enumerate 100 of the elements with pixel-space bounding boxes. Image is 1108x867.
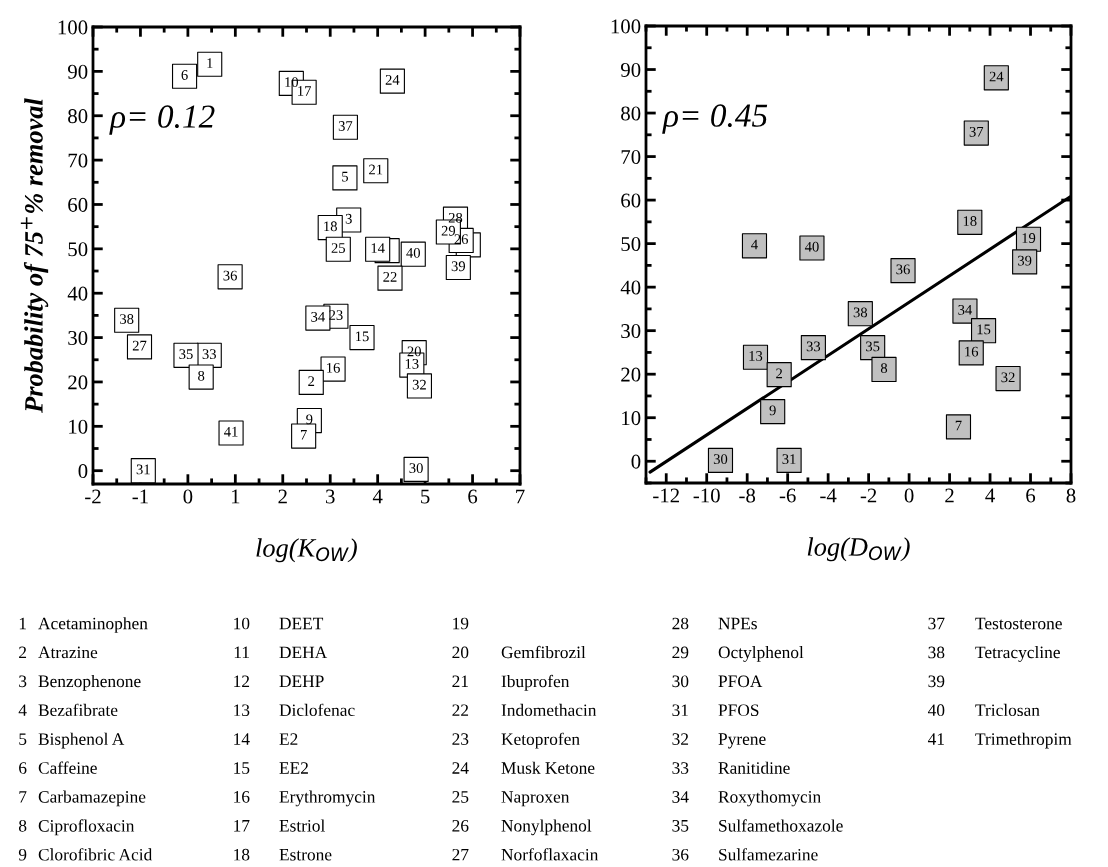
annotation: ρ= 0.12 [109,105,215,135]
annotation: 16 [327,362,340,373]
x-tick-label: 2 [278,489,287,504]
annotation: 2 [776,368,783,379]
x-tick-label: -8 [739,488,756,503]
text: 12 DEHP [234,675,324,688]
annotation: 18 [324,221,337,232]
y-tick-label: 30 [621,324,641,339]
point [945,414,972,440]
annotation: 40 [406,247,420,258]
text: 21 Ibuprofen [452,674,570,691]
text: 10 DEET [234,617,324,630]
text: 34 Roxythomycin [672,790,821,807]
x-tick-label: 6 [1026,488,1036,503]
annotation: 31 [136,464,150,475]
annotation: 13 [405,358,419,369]
text: 28 NPEs [672,617,757,630]
point [332,165,358,191]
y-tick-label: 0 [631,454,641,469]
point [871,356,897,382]
x-tick-label: 1 [231,489,240,504]
point [766,362,792,388]
x-tick-label: -4 [820,488,837,503]
y-tick-label: 50 [68,242,88,257]
x-tick-label: 8 [1066,488,1076,503]
text: 38 Tetracycline [928,646,1060,662]
text: 19 [453,617,469,630]
point [298,369,324,395]
annotation: 6 [181,70,188,80]
annotation: 36 [223,270,237,281]
annotation: 9 [306,414,313,425]
y-tick-label: 100 [611,19,641,34]
text: 13 Diclofenac [234,703,355,717]
x-tick-label: 3 [326,489,335,504]
annotation: 24 [989,71,1004,82]
text: 6 Caffeine [19,761,97,774]
text: 41 Trimethropim [927,732,1072,749]
x-tick-label: -10 [693,488,720,503]
text: 40 Triclosan [927,703,1040,717]
y-tick-label: 70 [621,149,641,164]
annotation: 21 [369,164,383,175]
text: 22 Indomethacin [452,703,597,717]
annotation: 25 [331,243,346,253]
x-tick-label: -12 [653,488,679,503]
y-tick-label: 80 [68,109,88,124]
annotation: 38 [120,314,134,324]
annotation: 37 [338,121,353,131]
y-tick-label: 0 [78,464,88,479]
x-tick-label: 0 [904,488,914,503]
annotation: 15 [356,331,369,342]
x-tick-label: -2 [85,489,101,504]
annotation: 35 [179,349,193,359]
text: 15 EE2 [234,762,308,774]
annotation: 1 [207,58,213,68]
y-tick-label: 40 [620,280,641,295]
text: 5 Bisphenol A [19,732,125,749]
y-tick-label: 90 [620,62,641,77]
text: 20 Gemfibrozil [452,645,586,659]
x-tick-label: -1 [132,489,148,504]
annotation: 5 [342,171,349,182]
annotation: ρ= 0.45 [662,104,768,134]
text: 1 Acetaminophen [19,617,148,633]
annotation: 2 [308,376,315,386]
x-axis-title: log(K$_{OW}$) [256,538,357,563]
annotation: 32 [412,379,426,390]
annotation: 39 [1018,255,1032,266]
annotation: 34 [958,304,973,315]
x-tick-label: 0 [183,489,193,504]
x-tick-label: 4 [372,489,383,504]
y-tick-label: 10 [622,411,641,426]
text: 7 Carbamazepine [19,790,146,807]
y-tick-label: 20 [621,367,641,382]
annotation: 3 [345,213,352,224]
annotation: 4 [751,239,758,250]
annotation: 32 [1001,372,1015,383]
annotation: 18 [963,216,977,226]
x-axis-title: log(D$_{OW}$) [807,537,910,562]
text: 23 Ketoprofen [452,732,580,749]
text: 33 Ranitidine [672,761,790,774]
annotation: 30 [713,454,728,465]
x-tick-label: 6 [468,489,478,504]
x-tick-label: 2 [945,488,954,503]
y-axis-title: Probability of 75$^{+}$% removal [20,98,49,413]
y-tick-label: 60 [68,197,88,212]
text: 2 Atrazine [19,646,98,659]
annotation: 31 [782,454,796,465]
text: 36 Sulfamezarine [672,848,818,861]
annotation: 24 [385,74,400,85]
y-tick-label: 80 [621,106,641,121]
text: 14 E2 [234,733,298,745]
annotation: 17 [298,86,311,96]
y-tick-label: 50 [621,236,641,252]
y-tick-label: 60 [621,193,641,208]
annotation: 35 [866,341,880,352]
x-tick-label: -2 [860,488,877,503]
annotation: 19 [1022,233,1036,243]
annotation: 33 [202,349,216,359]
annotation: 15 [977,324,991,335]
annotation: 16 [965,346,979,357]
y-tick-label: 90 [67,64,88,79]
